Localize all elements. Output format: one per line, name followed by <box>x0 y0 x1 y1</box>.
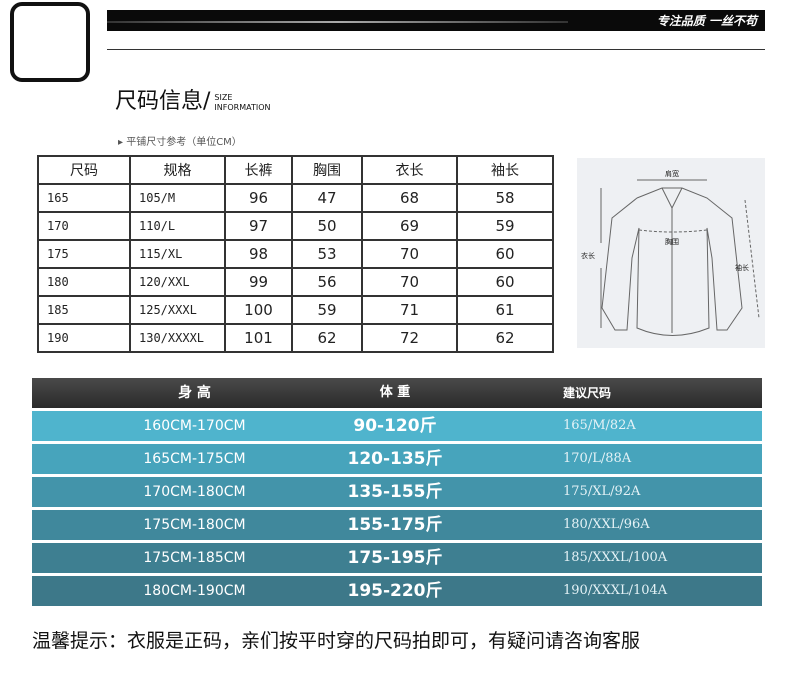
suggested-size: 185/XXXL/100A <box>563 550 668 565</box>
weight-range: 175-195斤 <box>347 548 443 568</box>
height-range: 180CM-190CM <box>143 583 246 599</box>
table-cell: 100 <box>224 295 293 325</box>
title-cn: 尺码信息/ <box>115 89 211 114</box>
table-cell: 185 <box>37 295 131 325</box>
header-weight: 体 重 <box>379 385 411 400</box>
label-chest: 胸围 <box>665 237 679 246</box>
recommend-row: 180CM-190CM 195-220斤 190/XXXL/104A <box>32 576 762 606</box>
table-row: 190 130/XXXXL 101 62 72 62 <box>37 323 554 353</box>
table-cell: 56 <box>291 267 363 297</box>
frame-logo <box>10 2 90 82</box>
recommend-row: 160CM-170CM 90-120斤 165/M/82A <box>32 411 762 441</box>
table-cell: 190 <box>37 323 131 353</box>
weight-range: 195-220斤 <box>347 581 443 601</box>
table-cell: 尺码 <box>37 155 131 185</box>
table-cell: 规格 <box>129 155 226 185</box>
table-cell: 62 <box>456 323 554 353</box>
table-cell: 115/XL <box>129 239 226 269</box>
height-range: 175CM-180CM <box>143 517 246 533</box>
height-range: 165CM-175CM <box>143 451 246 467</box>
weight-range: 135-155斤 <box>347 482 443 502</box>
table-cell: 180 <box>37 267 131 297</box>
table-row: 180 120/XXL 99 56 70 60 <box>37 267 554 297</box>
table-cell: 长裤 <box>224 155 293 185</box>
table-row: 175 115/XL 98 53 70 60 <box>37 239 554 269</box>
table-cell: 96 <box>224 183 293 213</box>
label-shoulder: 肩宽 <box>665 169 679 178</box>
size-table: 尺码 规格 长裤 胸围 衣长 袖长 165 105/M 96 47 68 58 170 110/L 97 50… <box>37 155 554 353</box>
table-cell: 69 <box>361 211 458 241</box>
table-cell: 70 <box>361 239 458 269</box>
divider <box>107 49 765 50</box>
suggested-size: 165/M/82A <box>563 418 636 433</box>
recommend-row: 170CM-180CM 135-155斤 175/XL/92A <box>32 477 762 507</box>
weight-range: 120-135斤 <box>347 449 443 469</box>
table-row: 170 110/L 97 50 69 59 <box>37 211 554 241</box>
table-cell: 衣长 <box>361 155 458 185</box>
table-cell: 110/L <box>129 211 226 241</box>
height-range: 175CM-185CM <box>143 550 246 566</box>
header-bar: 专注品质 一丝不苟 <box>107 10 765 31</box>
recommend-row: 165CM-175CM 120-135斤 170/L/88A <box>32 444 762 474</box>
weight-range: 155-175斤 <box>347 515 443 535</box>
tip-text: 温馨提示：衣服是正码，亲们按平时穿的尺码拍即可，有疑问请咨询客服 <box>32 630 641 652</box>
table-cell: 130/XXXXL <box>129 323 226 353</box>
table-cell: 59 <box>456 211 554 241</box>
table-cell: 97 <box>224 211 293 241</box>
table-cell: 61 <box>456 295 554 325</box>
bar-shine <box>107 21 568 23</box>
table-row: 185 125/XXXL 100 59 71 61 <box>37 295 554 325</box>
subtitle: ▸ 平铺尺寸参考（单位CM） <box>118 137 242 148</box>
suggested-size: 170/L/88A <box>563 451 632 466</box>
recommend-rows: 160CM-170CM 90-120斤 165/M/82A 165CM-175CM 12… <box>32 411 762 606</box>
table-cell: 58 <box>456 183 554 213</box>
title-en-line1: SIZE <box>214 93 233 102</box>
shirt-diagram: 肩宽 胸围 衣长 袖长 <box>577 158 765 348</box>
table-header: 尺码 规格 长裤 胸围 衣长 袖长 <box>37 155 554 185</box>
table-cell: 60 <box>456 239 554 269</box>
table-cell: 125/XXXL <box>129 295 226 325</box>
table-cell: 59 <box>291 295 363 325</box>
table-cell: 71 <box>361 295 458 325</box>
label-length: 衣长 <box>581 251 595 260</box>
table-cell: 袖长 <box>456 155 554 185</box>
table-cell: 120/XXL <box>129 267 226 297</box>
suggested-size: 175/XL/92A <box>563 484 641 499</box>
table-cell: 72 <box>361 323 458 353</box>
page-title: 尺码信息/SIZE INFORMATION <box>115 88 271 116</box>
header-size: 建议尺码 <box>563 386 612 400</box>
table-cell: 105/M <box>129 183 226 213</box>
recommend-row: 175CM-180CM 155-175斤 180/XXL/96A <box>32 510 762 540</box>
suggested-size: 180/XXL/96A <box>563 517 650 532</box>
table-cell: 68 <box>361 183 458 213</box>
height-range: 160CM-170CM <box>143 418 246 434</box>
table-cell: 50 <box>291 211 363 241</box>
table-cell: 165 <box>37 183 131 213</box>
label-sleeve: 袖长 <box>735 263 749 272</box>
header-height: 身 高 <box>178 385 211 401</box>
table-cell: 170 <box>37 211 131 241</box>
recommend-row: 175CM-185CM 175-195斤 185/XXXL/100A <box>32 543 762 573</box>
table-cell: 98 <box>224 239 293 269</box>
slogan: 专注品质 一丝不苟 <box>656 14 757 28</box>
table-cell: 99 <box>224 267 293 297</box>
recommend-header: 身 高 体 重 建议尺码 <box>32 378 762 408</box>
table-cell: 175 <box>37 239 131 269</box>
table-cell: 101 <box>224 323 293 353</box>
suggested-size: 190/XXXL/104A <box>563 583 668 598</box>
weight-range: 90-120斤 <box>353 416 437 436</box>
table-cell: 62 <box>291 323 363 353</box>
table-cell: 47 <box>291 183 363 213</box>
table-row: 165 105/M 96 47 68 58 <box>37 183 554 213</box>
table-cell: 70 <box>361 267 458 297</box>
table-cell: 胸围 <box>291 155 363 185</box>
table-cell: 60 <box>456 267 554 297</box>
title-en: SIZE INFORMATION <box>214 93 270 113</box>
recommend-table: 身 高 体 重 建议尺码 160CM-170CM 90-120斤 165/M/82A… <box>32 378 762 606</box>
table-cell: 53 <box>291 239 363 269</box>
height-range: 170CM-180CM <box>143 484 246 500</box>
title-en-line2: INFORMATION <box>214 103 271 112</box>
